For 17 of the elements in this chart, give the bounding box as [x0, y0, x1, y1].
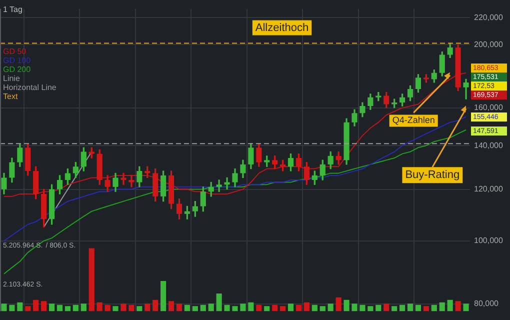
text: Linie [3, 74, 20, 84]
y-tick-label: 100,000 [474, 236, 504, 246]
y-tick-label: 140,000 [474, 140, 504, 150]
y-tick-label: 200,000 [474, 40, 504, 49]
chart-subtitle: 1 Tag [3, 5, 22, 14]
y-tick-label: 80,000 [474, 299, 500, 308]
y-tick-label: 160,000 [474, 103, 504, 112]
text: GD 200 [3, 65, 32, 74]
y-tick-label: 120,000 [474, 184, 504, 194]
annotation: Text [3, 92, 18, 102]
y-tick-label: 220,000 [474, 12, 504, 22]
annotation: Buy-Rating [405, 169, 460, 182]
annotation: Horizontal Line [3, 83, 57, 92]
annotation: Q4-Zahlen [392, 115, 435, 126]
ref-line-label: Allzeithoch [255, 22, 309, 34]
text: GD 100 [3, 56, 32, 66]
text: GD 50 [3, 47, 27, 56]
